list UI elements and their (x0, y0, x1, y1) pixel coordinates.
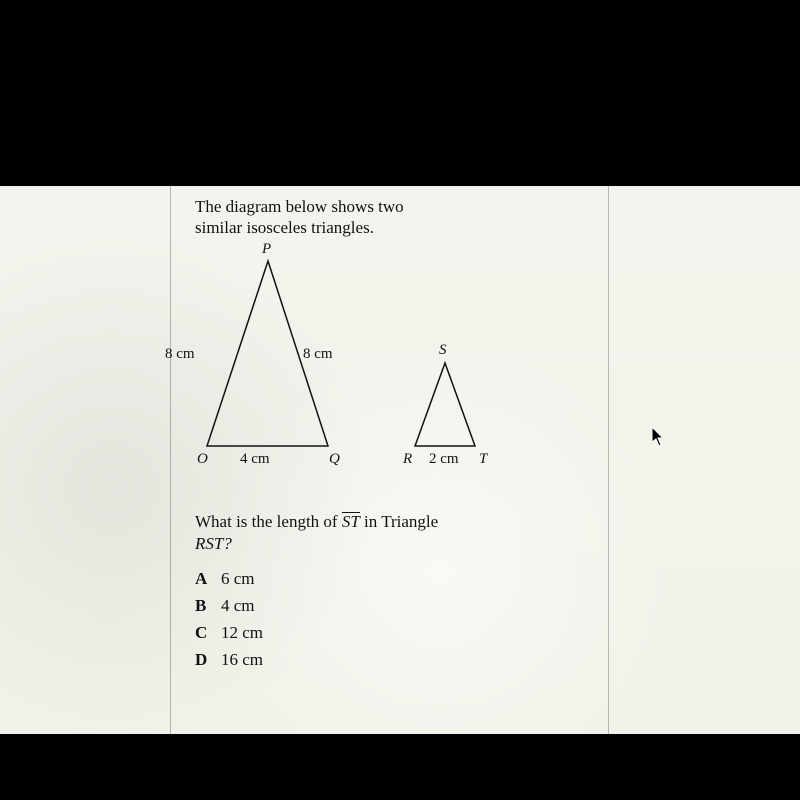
label-s: S (439, 342, 447, 359)
choice-letter: D (195, 646, 221, 673)
intro-line-1: The diagram below shows two (195, 197, 404, 216)
column-line-left (170, 186, 171, 734)
question-text: What is the length of ST in Triangle RST… (195, 511, 595, 555)
label-q: Q (329, 451, 340, 468)
paper-area: The diagram below shows two similar isos… (0, 186, 800, 734)
choice-text: 4 cm (221, 592, 255, 619)
choice-text: 12 cm (221, 619, 263, 646)
choice-letter: A (195, 565, 221, 592)
question-prefix: What is the length of (195, 512, 342, 531)
label-r: R (403, 451, 412, 468)
label-p: P (262, 241, 271, 258)
screen: The diagram below shows two similar isos… (0, 0, 800, 800)
intro-text: The diagram below shows two similar isos… (195, 196, 595, 239)
choice-letter: C (195, 619, 221, 646)
choice-text: 16 cm (221, 646, 263, 673)
label-2cm: 2 cm (429, 451, 459, 468)
label-o: O (197, 451, 208, 468)
label-t: T (479, 451, 487, 468)
choice-d: D 16 cm (195, 646, 595, 673)
question-line2: RST? (195, 534, 232, 553)
triangles-svg (195, 251, 535, 471)
label-8cm-right: 8 cm (303, 346, 333, 363)
triangles-diagram: P 8 cm 8 cm O 4 cm Q S R 2 cm T (195, 251, 535, 501)
choice-letter: B (195, 592, 221, 619)
label-4cm: 4 cm (240, 451, 270, 468)
segment-st-text: ST (342, 512, 360, 531)
column-line-right (608, 186, 609, 734)
triangle-rst (415, 363, 475, 446)
intro-line-2: similar isosceles triangles. (195, 218, 374, 237)
choice-c: C 12 cm (195, 619, 595, 646)
label-8cm-left: 8 cm (165, 346, 195, 363)
segment-st: ST (342, 512, 360, 530)
question-block: The diagram below shows two similar isos… (195, 196, 595, 673)
choices-list: A 6 cm B 4 cm C 12 cm D 16 cm (195, 565, 595, 674)
choice-a: A 6 cm (195, 565, 595, 592)
choice-text: 6 cm (221, 565, 255, 592)
choice-b: B 4 cm (195, 592, 595, 619)
question-mid: in Triangle (360, 512, 438, 531)
